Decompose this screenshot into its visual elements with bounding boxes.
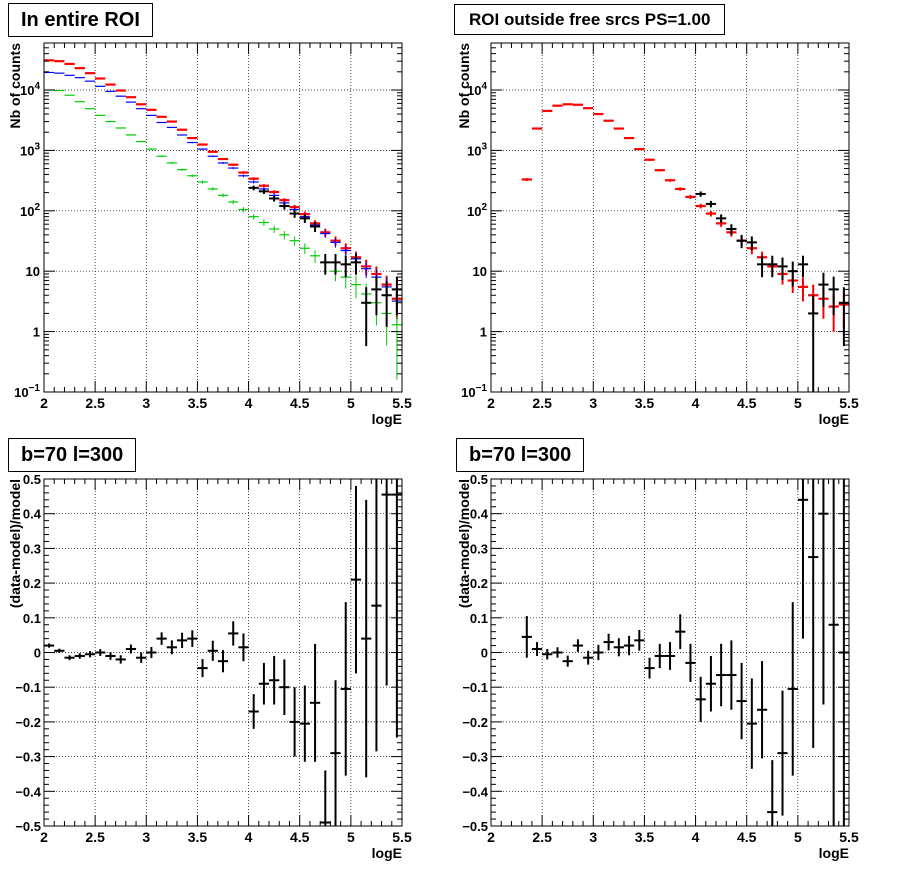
plot-frame	[490, 42, 850, 393]
x-tick-label: 2.5	[85, 829, 105, 845]
y-axis-label: Nb of counts	[7, 43, 23, 129]
y-tick-label: 0.5	[470, 472, 488, 487]
y-tick-label: 10	[473, 264, 487, 279]
chart-title: b=70 l=300	[456, 438, 585, 472]
y-tick-label: 0.5	[23, 472, 41, 487]
x-tick-label: 5.5	[839, 395, 859, 411]
y-tick-label: 0.4	[470, 507, 489, 522]
y-tick-label: 0.1	[23, 611, 41, 626]
y-tick-label: 0.1	[470, 611, 488, 626]
x-tick-label: 5	[794, 829, 802, 845]
y-tick-label: 0.4	[23, 507, 42, 522]
x-tick-label: 4	[245, 829, 253, 845]
x-tick-label: 3	[142, 829, 150, 845]
panel-total-counts: 2 2.5 3 3.5 4 4.5 5 5.5 10−1 1 10 102 103 104 logE Nb o…	[0, 0, 449, 435]
x-tick-label: 5	[347, 395, 355, 411]
panel-roi-outside-counts: 2 2.5 3 3.5 4 4.5 5 5.5 10−1 1 10 102 103 104 logE Nb o…	[449, 0, 898, 435]
y-tick-label: −0.4	[15, 784, 41, 799]
y-tick-label: 0	[481, 646, 488, 661]
y-tick-label: 0.2	[23, 576, 41, 591]
y-tick-label: 10−1	[461, 383, 487, 400]
x-tick-label: 3	[142, 395, 150, 411]
x-tick-label: 4.5	[290, 395, 310, 411]
y-tick-label: 1	[33, 325, 40, 340]
y-tick-label: 0.3	[23, 541, 41, 556]
y-tick-label: −0.2	[462, 715, 488, 730]
x-tick-label: 4.5	[290, 829, 310, 845]
x-tick-label: 2.5	[532, 829, 552, 845]
y-tick-label: −0.4	[462, 784, 488, 799]
x-tick-label: 4	[245, 395, 253, 411]
x-tick-label: 2	[487, 395, 495, 411]
x-tick-label: 5.5	[392, 395, 412, 411]
x-tick-label: 3.5	[635, 395, 655, 411]
x-tick-label: 3	[589, 829, 597, 845]
x-tick-label: 5.5	[839, 829, 859, 845]
plot-frame	[43, 42, 403, 393]
x-axis-label: logE	[819, 411, 849, 427]
y-tick-label: −0.1	[15, 680, 41, 695]
y-tick-label: 10	[26, 264, 40, 279]
y-axis-label: Nb of counts	[456, 43, 472, 129]
chart-total-counts: 2 2.5 3 3.5 4 4.5 5 5.5 10−1 1 10 102 103 104 logE Nb o…	[7, 42, 412, 427]
y-tick-label: 0.2	[470, 576, 488, 591]
y-tick-label: −0.2	[15, 715, 41, 730]
x-tick-label: 3.5	[635, 829, 655, 845]
y-tick-label: 1	[480, 325, 487, 340]
x-tick-label: 4	[692, 395, 700, 411]
y-tick-label: 10−1	[14, 383, 40, 400]
x-tick-label: 3	[589, 395, 597, 411]
x-tick-label: 2	[487, 829, 495, 845]
y-tick-label: 102	[20, 202, 40, 219]
y-tick-label: −0.3	[462, 750, 488, 765]
y-tick-label: 102	[467, 202, 487, 219]
y-tick-label: −0.1	[462, 680, 488, 695]
panel-total-residuals: 2 2.5 3 3.5 4 4.5 5 5.5 −0.5 −0.4 −0.3 −0.2 −0.1 0 0.1…	[0, 435, 449, 871]
y-tick-label: 103	[467, 141, 487, 158]
chart-title: ROI outside free srcs PS=1.00	[454, 4, 726, 35]
chart-title: b=70 l=300	[8, 438, 137, 472]
y-tick-label: 104	[20, 81, 40, 98]
y-tick-label: 0	[34, 646, 41, 661]
x-axis-label: logE	[819, 845, 849, 861]
x-axis-label: logE	[372, 411, 402, 427]
x-tick-label: 3.5	[188, 395, 208, 411]
x-tick-label: 2.5	[85, 395, 105, 411]
x-tick-label: 2.5	[532, 395, 552, 411]
x-tick-label: 3.5	[188, 829, 208, 845]
x-tick-label: 4	[692, 829, 700, 845]
chart-roi-outside-residuals: 2 2.5 3 3.5 4 4.5 5 5.5 −0.5 −0.4 −0.3 −0.2 −0.1 0 0.1…	[456, 472, 859, 861]
x-tick-label: 2	[40, 829, 48, 845]
y-tick-label: −0.5	[462, 819, 488, 834]
panel-roi-outside-residuals: 2 2.5 3 3.5 4 4.5 5 5.5 −0.5 −0.4 −0.3 −0.2 −0.1 0 0.1…	[449, 435, 898, 871]
y-axis-label: (data-model)/model	[456, 479, 472, 608]
y-tick-label: 0.3	[470, 541, 488, 556]
x-tick-label: 5	[347, 829, 355, 845]
x-tick-label: 5.5	[392, 829, 412, 845]
y-tick-label: −0.3	[15, 750, 41, 765]
x-tick-label: 5	[794, 395, 802, 411]
y-tick-label: −0.5	[15, 819, 41, 834]
y-axis-label: (data-model)/model	[7, 479, 23, 608]
x-tick-label: 4.5	[737, 395, 757, 411]
x-tick-label: 2	[40, 395, 48, 411]
x-tick-label: 4.5	[737, 829, 757, 845]
y-tick-label: 103	[20, 141, 40, 158]
chart-title: In entire ROI	[8, 3, 153, 37]
x-axis-label: logE	[372, 845, 402, 861]
chart-total-residuals: 2 2.5 3 3.5 4 4.5 5 5.5 −0.5 −0.4 −0.3 −0.2 −0.1 0 0.1…	[7, 472, 412, 861]
